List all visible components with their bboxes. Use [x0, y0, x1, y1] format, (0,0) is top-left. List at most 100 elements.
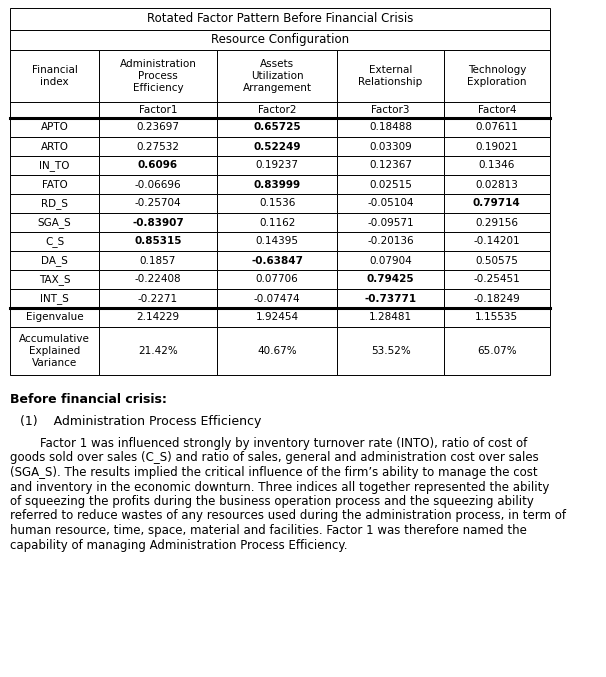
Bar [10, 251, 99, 270]
Text: 0.07904: 0.07904 [369, 255, 412, 265]
Text: 1.92454: 1.92454 [256, 313, 299, 322]
Bar [10, 50, 99, 118]
Text: 0.19237: 0.19237 [256, 160, 299, 171]
Bar [99, 232, 217, 251]
Text: human resource, time, space, material and facilities. Factor 1 was therefore nam: human resource, time, space, material an… [10, 524, 527, 537]
Text: SGA_S: SGA_S [38, 217, 72, 228]
Text: 0.07611: 0.07611 [476, 123, 518, 133]
Text: -0.22408: -0.22408 [135, 274, 181, 284]
Bar [99, 270, 217, 289]
Text: and inventory in the economic downturn. Three indices all together represented t: and inventory in the economic downturn. … [10, 481, 550, 494]
Text: 0.12367: 0.12367 [369, 160, 412, 171]
Text: Accumulative
Explained
Variance: Accumulative Explained Variance [19, 334, 90, 368]
Text: 0.27532: 0.27532 [136, 141, 179, 152]
Bar [99, 137, 217, 156]
Bar [338, 137, 444, 156]
Bar [10, 156, 99, 175]
Bar [444, 270, 550, 289]
Text: 0.1536: 0.1536 [259, 198, 295, 209]
Bar [99, 213, 217, 232]
Bar [10, 232, 99, 251]
Bar [217, 213, 338, 232]
Bar [10, 137, 99, 156]
Text: Rotated Factor Pattern Before Financial Crisis: Rotated Factor Pattern Before Financial … [147, 12, 413, 26]
Bar [444, 194, 550, 213]
Bar [99, 327, 217, 375]
Text: -0.2271: -0.2271 [138, 294, 178, 303]
Bar [99, 156, 217, 175]
Text: (1)    Administration Process Efficiency: (1) Administration Process Efficiency [20, 415, 261, 428]
Bar [217, 137, 338, 156]
Text: 0.1162: 0.1162 [259, 217, 295, 227]
Bar [99, 289, 217, 308]
Bar [217, 175, 338, 194]
Text: TAX_S: TAX_S [39, 274, 70, 285]
Bar [444, 251, 550, 270]
Bar [338, 270, 444, 289]
Bar [444, 213, 550, 232]
Text: Assets
Utilization
Arrangement: Assets Utilization Arrangement [242, 60, 311, 93]
Bar [444, 50, 550, 118]
Text: 0.14395: 0.14395 [256, 236, 299, 246]
Text: -0.25451: -0.25451 [473, 274, 520, 284]
Bar [338, 327, 444, 375]
Bar [444, 289, 550, 308]
Bar [217, 194, 338, 213]
Bar [217, 50, 338, 118]
Bar [217, 251, 338, 270]
Bar [99, 50, 217, 118]
Text: Financial
index: Financial index [32, 65, 78, 87]
Text: 0.85315: 0.85315 [134, 236, 182, 246]
Text: 0.79714: 0.79714 [473, 198, 521, 209]
Bar [10, 308, 99, 327]
Bar [10, 270, 99, 289]
Bar [10, 194, 99, 213]
Bar [10, 8, 550, 30]
Bar [338, 50, 444, 118]
Text: Factor1: Factor1 [139, 105, 177, 115]
Text: Factor 1 was influenced strongly by inventory turnover rate (INTO), ratio of cos: Factor 1 was influenced strongly by inve… [10, 437, 527, 450]
Text: 65.07%: 65.07% [477, 346, 517, 356]
Bar [338, 308, 444, 327]
Bar [99, 118, 217, 137]
Bar [99, 175, 217, 194]
Text: -0.18249: -0.18249 [473, 294, 520, 303]
Text: 1.15535: 1.15535 [475, 313, 518, 322]
Bar [10, 213, 99, 232]
Text: ARTO: ARTO [41, 141, 68, 152]
Text: APTO: APTO [41, 123, 68, 133]
Text: 0.52249: 0.52249 [253, 141, 301, 152]
Text: DA_S: DA_S [41, 255, 68, 266]
Bar [444, 118, 550, 137]
Text: 0.29156: 0.29156 [475, 217, 518, 227]
Text: 0.79425: 0.79425 [367, 274, 415, 284]
Text: 0.19021: 0.19021 [476, 141, 518, 152]
Text: (SGA_S). The results implied the critical influence of the firm’s ability to man: (SGA_S). The results implied the critica… [10, 466, 538, 479]
Bar [217, 270, 338, 289]
Text: 0.03309: 0.03309 [369, 141, 412, 152]
Text: 53.52%: 53.52% [371, 346, 410, 356]
Bar [444, 137, 550, 156]
Text: referred to reduce wastes of any resources used during the administration proces: referred to reduce wastes of any resourc… [10, 510, 566, 523]
Text: 0.1857: 0.1857 [140, 255, 176, 265]
Text: 21.42%: 21.42% [138, 346, 178, 356]
Text: Factor3: Factor3 [371, 105, 410, 115]
Bar [338, 213, 444, 232]
Text: IN_TO: IN_TO [39, 160, 70, 171]
Bar [10, 118, 99, 137]
Bar [99, 194, 217, 213]
Bar [444, 175, 550, 194]
Bar [444, 232, 550, 251]
Bar [217, 156, 338, 175]
Text: 0.50575: 0.50575 [476, 255, 518, 265]
Text: Administration
Process
Efficiency: Administration Process Efficiency [119, 60, 196, 93]
Text: 1.28481: 1.28481 [369, 313, 412, 322]
Bar [444, 308, 550, 327]
Text: of squeezing the profits during the business operation process and the squeezing: of squeezing the profits during the busi… [10, 495, 534, 508]
Text: Before financial crisis:: Before financial crisis: [10, 393, 167, 406]
Text: -0.83907: -0.83907 [132, 217, 184, 227]
Bar [217, 118, 338, 137]
Text: capability of managing Administration Process Efficiency.: capability of managing Administration Pr… [10, 538, 347, 552]
Bar [444, 156, 550, 175]
Bar [338, 194, 444, 213]
